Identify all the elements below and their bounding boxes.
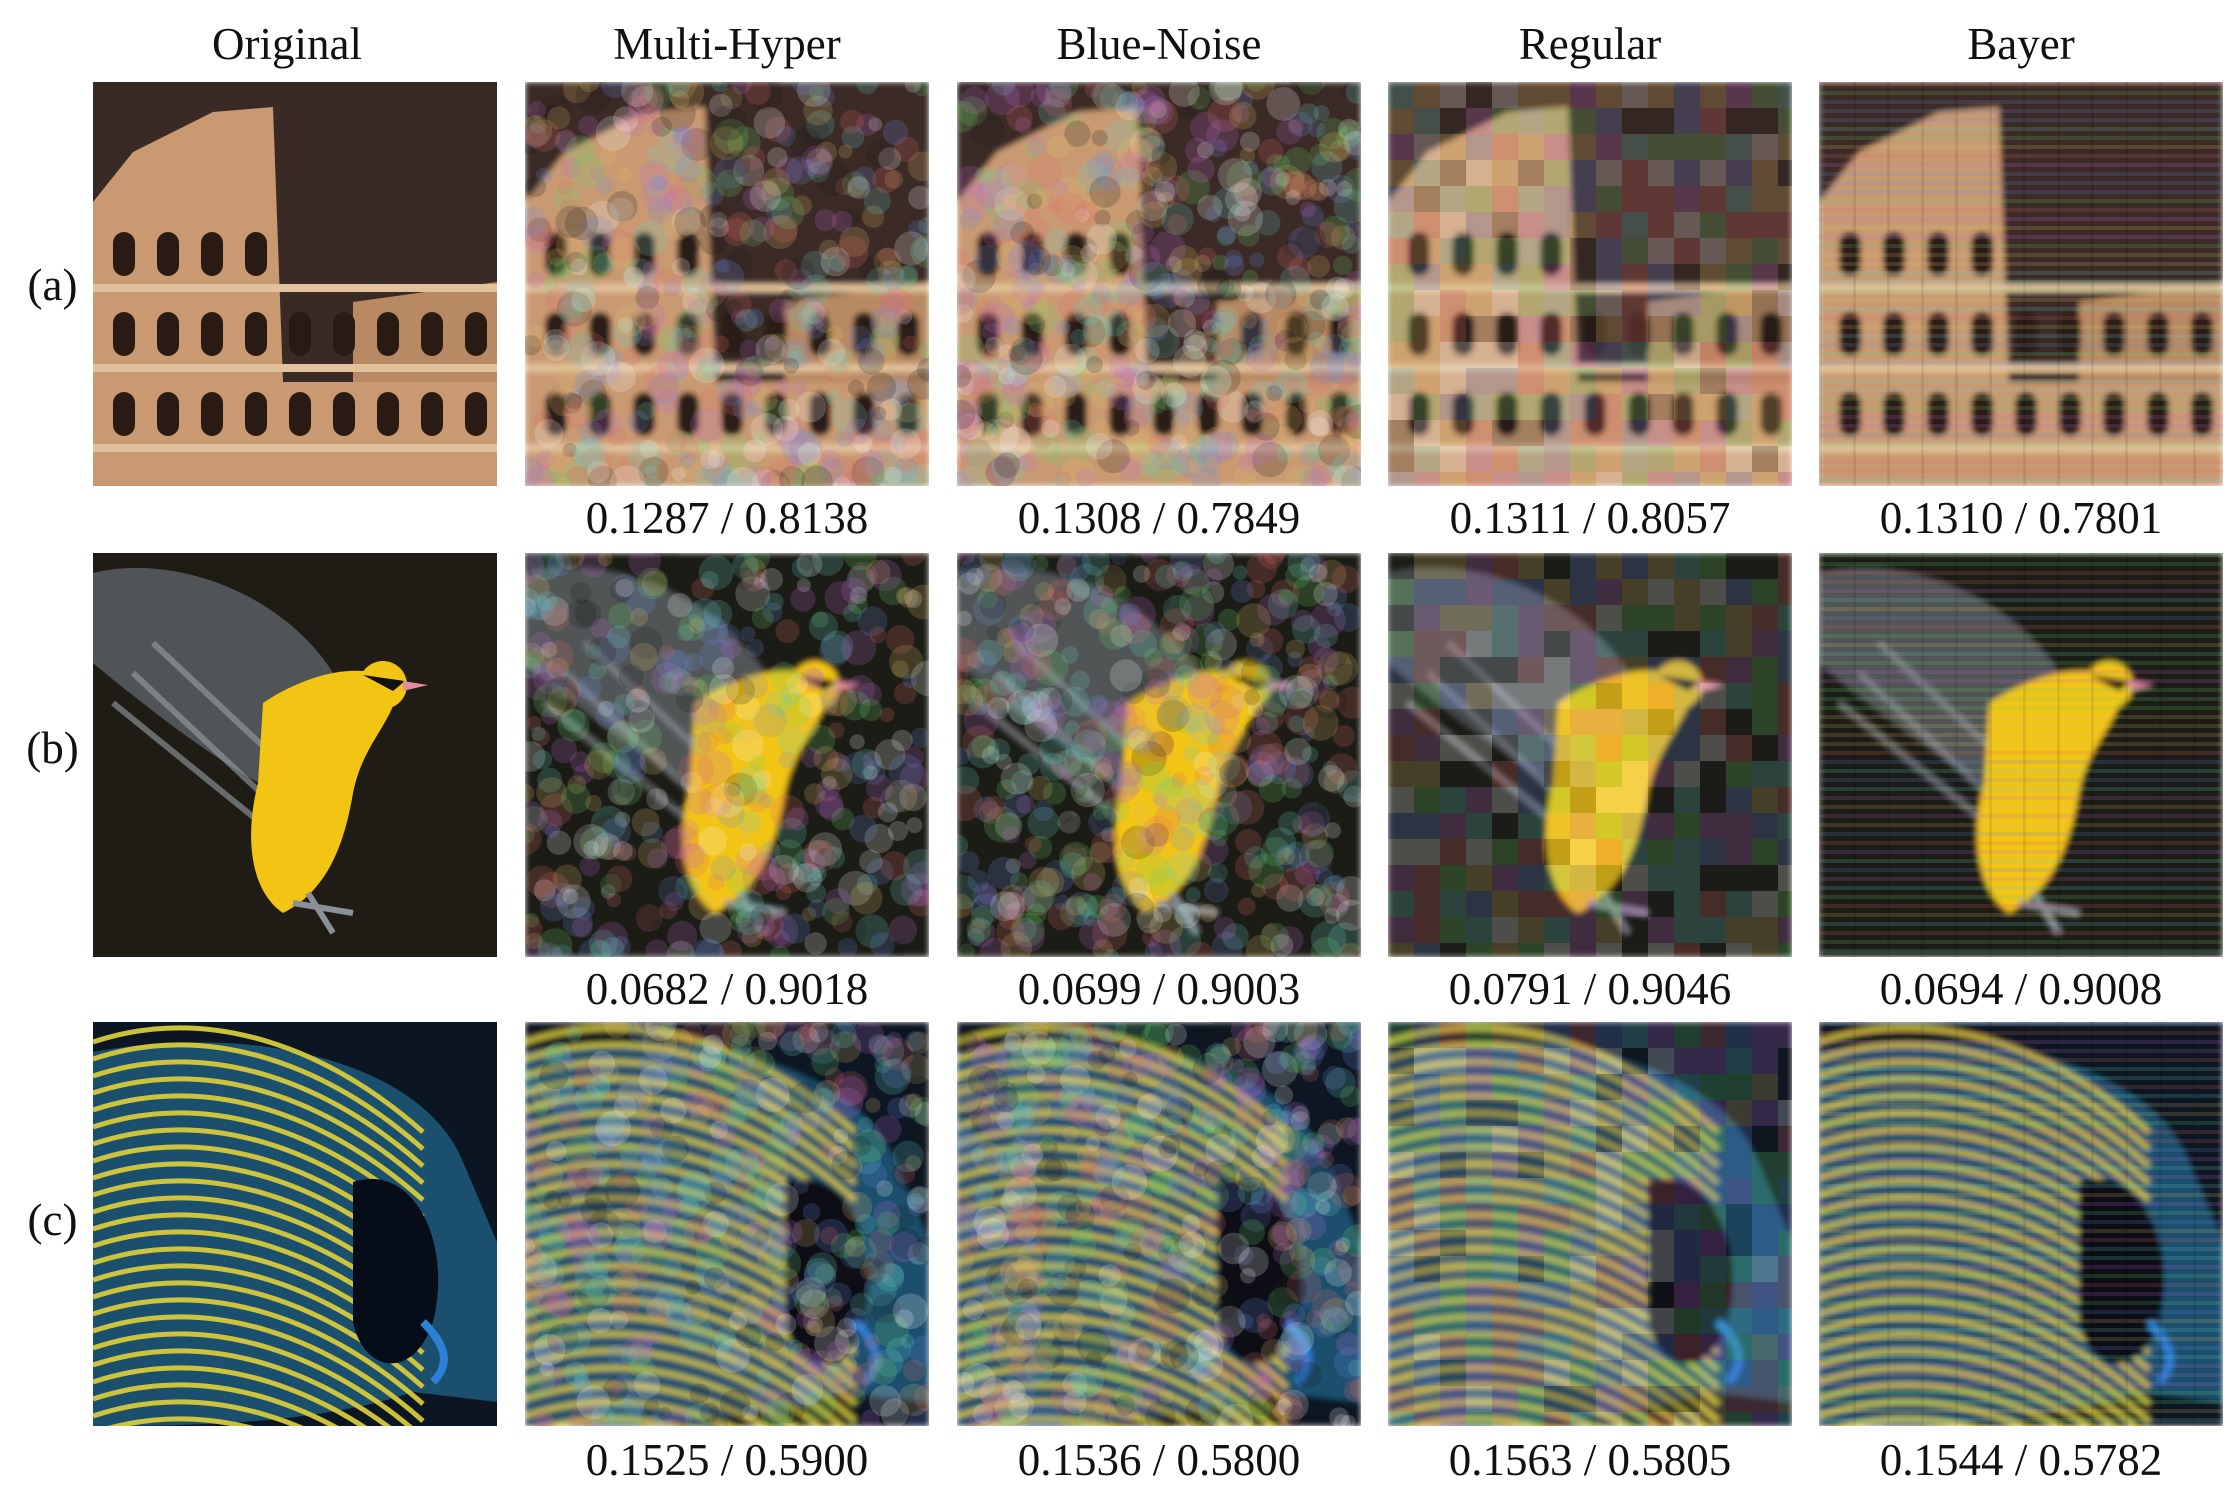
- colosseum-bayer-image: [1819, 82, 2223, 486]
- yellow-bird-blue-noise-image: [957, 553, 1361, 957]
- metric-b-regular: 0.0791 / 0.9046: [1448, 964, 1732, 1014]
- row-label-b: (b): [26, 723, 79, 773]
- metric-c-regular: 0.1563 / 0.5805: [1448, 1435, 1732, 1485]
- yellow-bird-regular-image: [1388, 553, 1792, 957]
- metric-c-bayer: 0.1544 / 0.5782: [1879, 1435, 2163, 1485]
- metric-c-blue-noise: 0.1536 / 0.5800: [1017, 1435, 1301, 1485]
- column-header-original: Original: [212, 19, 362, 69]
- metric-a-multi-hyper: 0.1287 / 0.8138: [585, 493, 869, 543]
- angelfish-original-image: [93, 1022, 497, 1426]
- colosseum-original-image: [93, 82, 497, 486]
- yellow-bird-multi-hyper-image: [525, 553, 929, 957]
- yellow-bird-bayer-image: [1819, 553, 2223, 957]
- metric-a-regular: 0.1311 / 0.8057: [1449, 493, 1731, 543]
- metric-c-multi-hyper: 0.1525 / 0.5900: [585, 1435, 869, 1485]
- column-header-blue-noise: Blue-Noise: [1056, 19, 1262, 69]
- metric-b-blue-noise: 0.0699 / 0.9003: [1017, 964, 1301, 1014]
- column-header-regular: Regular: [1518, 19, 1662, 69]
- column-header-multi-hyper: Multi-Hyper: [613, 19, 841, 69]
- metric-a-bayer: 0.1310 / 0.7801: [1879, 493, 2163, 543]
- colosseum-multi-hyper-image: [525, 82, 929, 486]
- yellow-bird-original-image: [93, 553, 497, 957]
- row-label-c: (c): [27, 1195, 78, 1245]
- angelfish-regular-image: [1388, 1022, 1792, 1426]
- angelfish-multi-hyper-image: [525, 1022, 929, 1426]
- metric-b-multi-hyper: 0.0682 / 0.9018: [585, 964, 869, 1014]
- angelfish-bayer-image: [1819, 1022, 2223, 1426]
- colosseum-regular-image: [1388, 82, 1792, 486]
- angelfish-blue-noise-image: [957, 1022, 1361, 1426]
- column-header-bayer: Bayer: [1967, 19, 2075, 69]
- row-label-a: (a): [27, 260, 78, 310]
- colosseum-blue-noise-image: [957, 82, 1361, 486]
- metric-b-bayer: 0.0694 / 0.9008: [1879, 964, 2163, 1014]
- metric-a-blue-noise: 0.1308 / 0.7849: [1017, 493, 1301, 543]
